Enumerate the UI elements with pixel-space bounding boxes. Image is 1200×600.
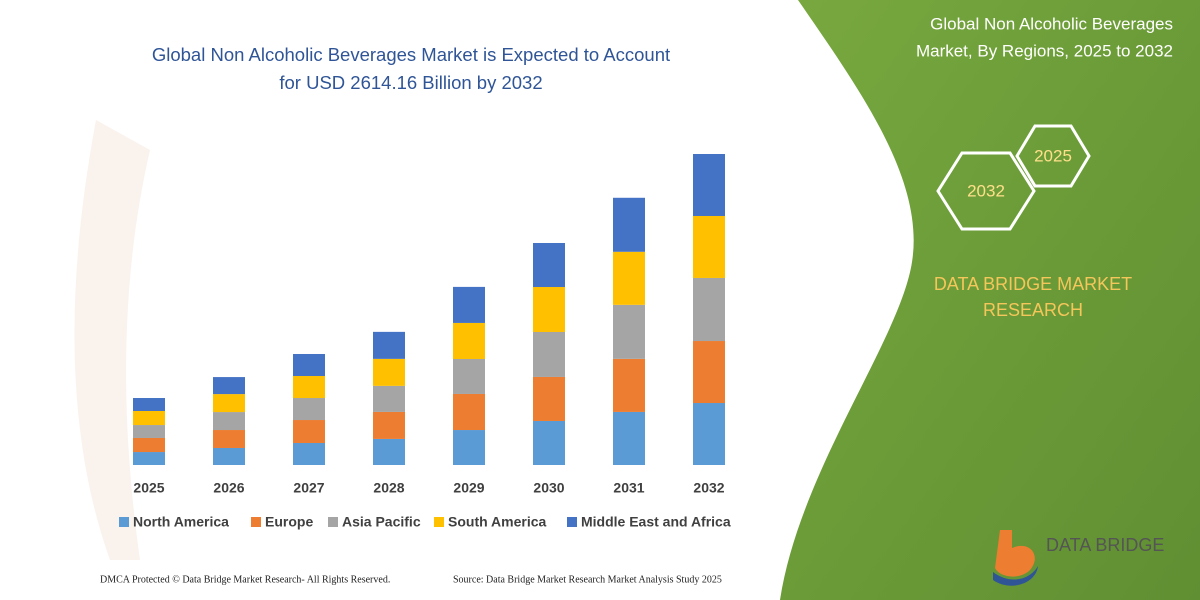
panel-title: Market, By Regions, 2025 to 2032 — [916, 41, 1173, 60]
footer-text: DMCA Protected © Data Bridge Market Rese… — [100, 574, 390, 585]
bar-segment — [133, 452, 165, 465]
bar-segment — [293, 420, 325, 443]
x-tick-label: 2029 — [453, 480, 484, 496]
logo-text: DATA BRIDGE — [1046, 535, 1164, 555]
legend-swatch — [119, 517, 129, 527]
x-tick-label: 2030 — [533, 480, 564, 496]
bar-segment — [373, 385, 405, 412]
bar-segment — [213, 377, 245, 395]
bar-segment — [373, 358, 405, 386]
legend-swatch — [328, 517, 338, 527]
hexagon — [936, 151, 1036, 231]
bar-segment — [213, 394, 245, 413]
brand: DATA BRIDGE MARKET — [934, 274, 1132, 294]
bar-segment — [453, 430, 485, 465]
bar-segment — [293, 398, 325, 421]
legend-swatch — [251, 517, 261, 527]
bar-segment — [213, 430, 245, 448]
bar-segment — [693, 215, 725, 278]
bar-segment — [613, 304, 645, 359]
bar-segment — [613, 411, 645, 465]
legend-swatch — [434, 517, 444, 527]
x-tick-label: 2031 — [613, 480, 644, 496]
x-tick-label: 2028 — [373, 480, 404, 496]
bar-segment — [373, 438, 405, 465]
x-tick-label: 2032 — [693, 480, 724, 496]
chart-title: for USD 2614.16 Billion by 2032 — [279, 72, 542, 93]
hexagon — [1015, 124, 1091, 188]
bar-segment — [613, 197, 645, 252]
hex-label: 2025 — [1034, 146, 1072, 165]
chart-title: Global Non Alcoholic Beverages Market is… — [152, 44, 670, 65]
legend-label: Middle East and Africa — [581, 514, 731, 530]
legend-label: South America — [448, 514, 546, 530]
x-tick-label: 2027 — [293, 480, 324, 496]
bar-segment — [533, 331, 565, 377]
logo-icon — [993, 566, 1038, 586]
brand: RESEARCH — [983, 300, 1083, 320]
bar-segment — [133, 398, 165, 411]
bar-segment — [213, 412, 245, 431]
bar-segment — [133, 410, 165, 426]
bar-segment — [533, 420, 565, 465]
bar-segment — [693, 403, 725, 465]
bar-segment — [293, 376, 325, 399]
legend-label: Asia Pacific — [342, 514, 421, 530]
logo-icon — [995, 530, 1035, 577]
bar-segment — [373, 331, 405, 359]
bar-segment — [613, 251, 645, 305]
legend-swatch — [567, 517, 577, 527]
bar-segment — [533, 242, 565, 288]
bar-segment — [453, 322, 485, 359]
bar-segment — [453, 358, 485, 394]
bar-segment — [533, 287, 565, 332]
hex-label: 2032 — [967, 181, 1005, 200]
bar-segment — [133, 425, 165, 438]
bar-segment — [453, 393, 485, 431]
bar-segment — [373, 411, 405, 439]
side-panel — [780, 0, 1200, 600]
panel-title: Global Non Alcoholic Beverages — [930, 14, 1173, 33]
bar-segment — [293, 442, 325, 465]
bar-segment — [133, 437, 165, 453]
bar-segment — [213, 447, 245, 465]
bar-segment — [693, 341, 725, 404]
x-tick-label: 2025 — [133, 480, 164, 496]
footer-text: Source: Data Bridge Market Research Mark… — [453, 574, 722, 585]
watermark — [74, 120, 150, 560]
bar-segment — [533, 376, 565, 421]
bar-segment — [613, 358, 645, 412]
bar-segment — [453, 286, 485, 323]
bar-segment — [693, 277, 725, 342]
bar-segment — [293, 353, 325, 377]
bar-segment — [693, 154, 725, 216]
legend-label: North America — [133, 514, 229, 530]
legend-label: Europe — [265, 514, 313, 530]
x-tick-label: 2026 — [213, 480, 244, 496]
